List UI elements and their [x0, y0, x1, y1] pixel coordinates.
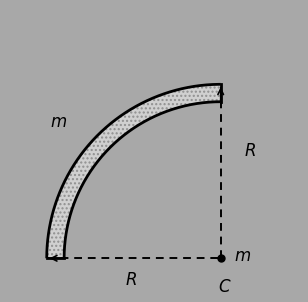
- Text: $R$: $R$: [125, 271, 137, 288]
- Text: $R$: $R$: [244, 143, 256, 159]
- Polygon shape: [47, 84, 221, 258]
- Text: $C$: $C$: [218, 279, 232, 296]
- Text: $m$: $m$: [234, 248, 251, 265]
- Text: $m$: $m$: [50, 114, 67, 130]
